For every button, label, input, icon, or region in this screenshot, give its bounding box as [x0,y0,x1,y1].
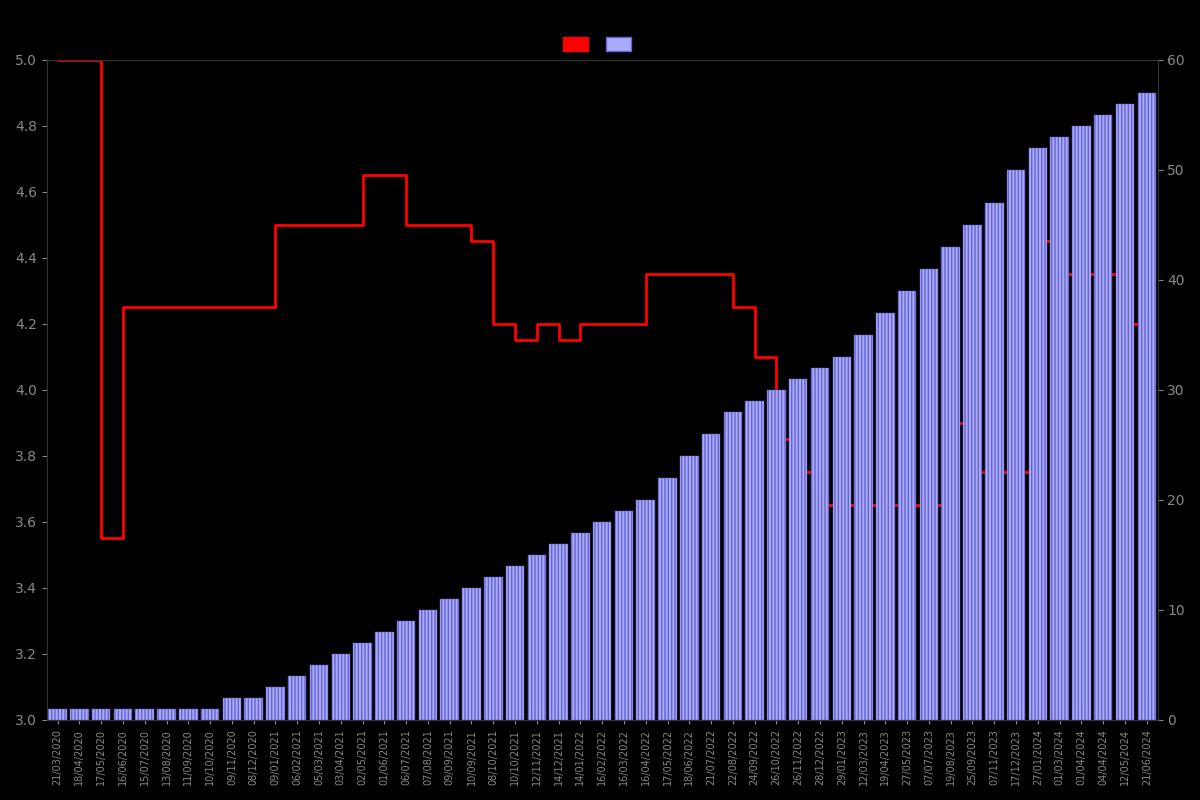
Bar [702,434,720,720]
Bar [811,368,829,720]
Bar [223,698,241,720]
Bar [788,379,808,720]
Bar [484,577,503,720]
Bar [353,643,372,720]
Bar [898,291,917,720]
Bar [571,533,589,720]
Bar [659,478,677,720]
Bar [1028,148,1048,720]
Bar [136,709,154,720]
Bar [440,599,458,720]
Bar [919,269,938,720]
Bar [833,357,851,720]
Bar [331,654,350,720]
Bar [1072,126,1091,720]
Bar [505,566,524,720]
Bar [680,456,698,720]
Bar [1050,137,1069,720]
Bar [593,522,612,720]
Bar [376,632,394,720]
Bar [70,709,89,720]
Bar [310,665,329,720]
Bar [767,390,786,720]
Bar [1116,104,1134,720]
Bar [1138,93,1156,720]
Bar [1094,114,1112,720]
Bar [462,588,481,720]
Bar [245,698,263,720]
Bar [636,500,655,720]
Bar [92,709,110,720]
Bar [200,709,220,720]
Bar [419,610,437,720]
Bar [964,225,982,720]
Bar [942,246,960,720]
Bar [854,335,872,720]
Bar [876,313,895,720]
Bar [48,709,67,720]
Bar [745,401,764,720]
Bar [528,555,546,720]
Bar [1007,170,1025,720]
Legend: , : , [563,37,642,52]
Bar [266,687,284,720]
Bar [397,621,415,720]
Bar [288,676,306,720]
Bar [157,709,175,720]
Bar [114,709,132,720]
Bar [550,544,568,720]
Bar [614,511,634,720]
Bar [179,709,198,720]
Bar [985,202,1003,720]
Bar [724,412,742,720]
